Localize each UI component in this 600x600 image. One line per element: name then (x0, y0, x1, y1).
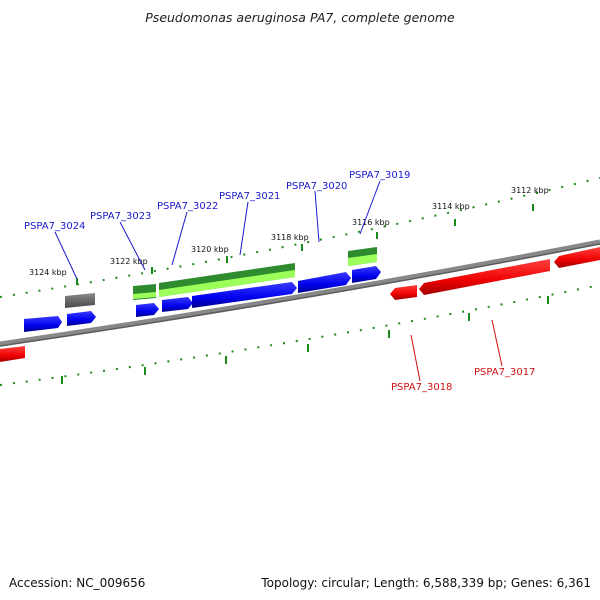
gene-label-forward[interactable]: PSPA7_3023 (90, 211, 151, 222)
gene-arrow[interactable] (390, 285, 417, 300)
gene-arrow[interactable] (554, 247, 600, 268)
accession-text: Accession: NC_009656 (9, 576, 146, 590)
forward-genes (24, 266, 381, 332)
tick-labels: 3124 kbp 3122 kbp 3120 kbp 3118 kbp 3116… (29, 186, 549, 277)
gene-arrow[interactable] (67, 311, 96, 326)
gene-arrow[interactable] (0, 346, 25, 362)
forward-features (65, 247, 377, 308)
gene-arrow[interactable] (298, 272, 351, 293)
gene-label-forward[interactable]: PSPA7_3022 (157, 201, 218, 212)
tick-label: 3122 kbp (110, 257, 148, 266)
gene-arrow[interactable] (192, 282, 297, 308)
reverse-label-leaders (410, 319, 503, 382)
reverse-tick-track (0, 284, 600, 386)
gene-label-forward[interactable]: PSPA7_3021 (219, 191, 280, 202)
genome-backbone (0, 239, 600, 347)
gene-label-forward[interactable]: PSPA7_3024 (24, 221, 85, 232)
tick-label: 3118 kbp (271, 233, 309, 242)
tick-label: 3116 kbp (352, 218, 390, 227)
gene-arrow[interactable] (352, 266, 381, 283)
pseudo-gene-block (65, 293, 95, 308)
genome-summary-text: Topology: circular; Length: 6,588,339 bp… (261, 576, 591, 590)
gene-label-reverse[interactable]: PSPA7_3018 (391, 382, 452, 393)
gene-label-reverse[interactable]: PSPA7_3017 (474, 367, 535, 378)
forward-gene-labels: PSPA7_3024 PSPA7_3023 PSPA7_3022 PSPA7_3… (24, 170, 410, 232)
feature-block (133, 292, 156, 299)
map-title: Pseudomonas aeruginosa PA7, complete gen… (145, 10, 455, 25)
gene-label-forward[interactable]: PSPA7_3019 (349, 170, 410, 181)
tick-label: 3112 kbp (511, 186, 549, 195)
forward-tick-track (0, 177, 600, 298)
reverse-genes (0, 247, 600, 362)
feature-block (159, 270, 295, 297)
gene-arrow[interactable] (419, 259, 550, 295)
tick-label: 3114 kbp (432, 202, 470, 211)
forward-label-leaders (54, 180, 381, 280)
gene-arrow[interactable] (136, 303, 159, 317)
reverse-gene-labels: PSPA7_3018 PSPA7_3017 (391, 367, 535, 393)
gene-arrow[interactable] (24, 316, 62, 332)
tick-label: 3124 kbp (29, 268, 67, 277)
gene-label-forward[interactable]: PSPA7_3020 (286, 181, 347, 192)
feature-block (348, 254, 377, 266)
tick-label: 3120 kbp (191, 245, 229, 254)
gene-arrow[interactable] (162, 297, 193, 312)
